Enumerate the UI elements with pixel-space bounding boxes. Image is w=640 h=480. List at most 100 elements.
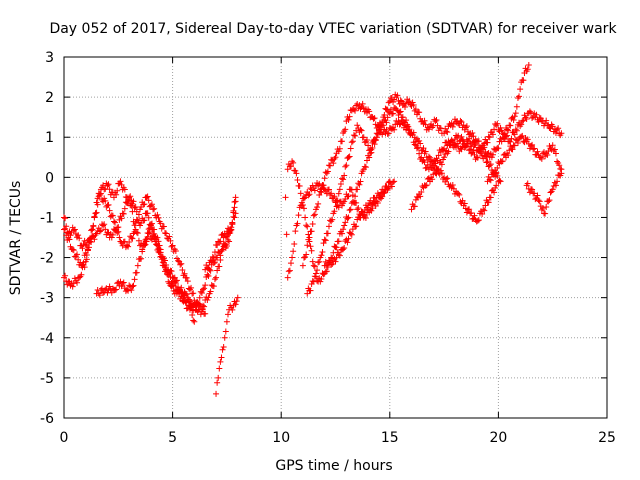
data-point (393, 106, 400, 113)
data-point (404, 121, 411, 128)
data-point (518, 133, 525, 140)
data-point (118, 215, 125, 222)
data-point (529, 186, 536, 193)
data-point (371, 141, 378, 148)
data-point (511, 131, 518, 138)
data-point (517, 86, 524, 93)
data-point (534, 148, 541, 155)
data-point (531, 145, 538, 152)
data-point (294, 177, 301, 184)
data-point (345, 235, 352, 242)
data-point (108, 289, 115, 296)
data-point (201, 303, 208, 310)
data-point (363, 137, 370, 144)
y-tick-label: 0 (45, 170, 54, 186)
data-point (340, 246, 347, 253)
data-point (513, 103, 520, 110)
data-point (160, 262, 167, 269)
data-point (416, 137, 423, 144)
data-point (558, 130, 565, 137)
data-point (456, 191, 463, 198)
data-point (221, 242, 228, 249)
data-point (352, 132, 359, 139)
data-point (143, 194, 150, 201)
data-point (530, 146, 537, 153)
data-point (411, 141, 418, 148)
data-point (141, 201, 148, 208)
x-tick-label: 10 (272, 430, 290, 446)
data-point (310, 262, 317, 269)
data-point (128, 234, 135, 241)
data-point (306, 191, 313, 198)
data-point (223, 233, 230, 240)
data-point (229, 221, 236, 228)
data-point (381, 111, 388, 118)
data-point (175, 288, 182, 295)
data-point (516, 93, 523, 100)
data-point (120, 279, 127, 286)
data-point (299, 262, 306, 269)
data-point (396, 121, 403, 128)
data-point (97, 227, 104, 234)
data-point (130, 282, 137, 289)
data-point (202, 310, 209, 317)
data-point (161, 257, 168, 264)
data-point (383, 119, 390, 126)
data-point (301, 195, 308, 202)
data-point (356, 181, 363, 188)
data-point (120, 210, 127, 217)
data-point (148, 226, 155, 233)
data-point (539, 205, 546, 212)
data-point (482, 202, 489, 209)
data-point (497, 178, 504, 185)
data-point (131, 276, 138, 283)
data-point (328, 190, 335, 197)
data-point (438, 170, 445, 177)
data-point (304, 290, 311, 297)
data-point (297, 190, 304, 197)
data-point (210, 254, 217, 261)
data-point (558, 166, 565, 173)
data-point (544, 151, 551, 158)
data-point (131, 228, 138, 235)
data-point (368, 146, 375, 153)
data-point (496, 177, 503, 184)
data-point (494, 164, 501, 171)
data-point (470, 133, 477, 140)
data-point (511, 142, 518, 149)
data-point (101, 221, 108, 228)
data-point (486, 176, 493, 183)
axis-ticks: 0 5 10 15 20 25 -6 -5 -4 -3 -2 -1 0 1 2 3 (40, 50, 616, 446)
data-point (219, 246, 226, 253)
data-point (152, 233, 159, 240)
data-point (487, 177, 494, 184)
data-point (130, 198, 137, 205)
data-point (371, 115, 378, 122)
data-point (462, 124, 469, 131)
data-point (318, 276, 325, 283)
data-point (418, 188, 425, 195)
data-point (148, 201, 155, 208)
data-point (163, 266, 170, 273)
data-point (201, 285, 208, 292)
data-point (100, 222, 107, 229)
data-point (217, 238, 224, 245)
data-point (315, 259, 322, 266)
data-point (233, 298, 240, 305)
data-point (344, 215, 351, 222)
data-point (325, 186, 332, 193)
data-point (464, 141, 471, 148)
data-point (457, 117, 464, 124)
data-point (115, 228, 122, 235)
data-point (383, 126, 390, 133)
data-point (487, 194, 494, 201)
data-point (340, 226, 347, 233)
data-point (333, 244, 340, 251)
y-tick-label: 1 (45, 130, 54, 146)
data-point (329, 216, 336, 223)
data-point (388, 183, 395, 190)
y-tick-label: -3 (40, 291, 54, 307)
data-point (412, 106, 419, 113)
data-point (78, 271, 85, 278)
data-point (361, 163, 368, 170)
